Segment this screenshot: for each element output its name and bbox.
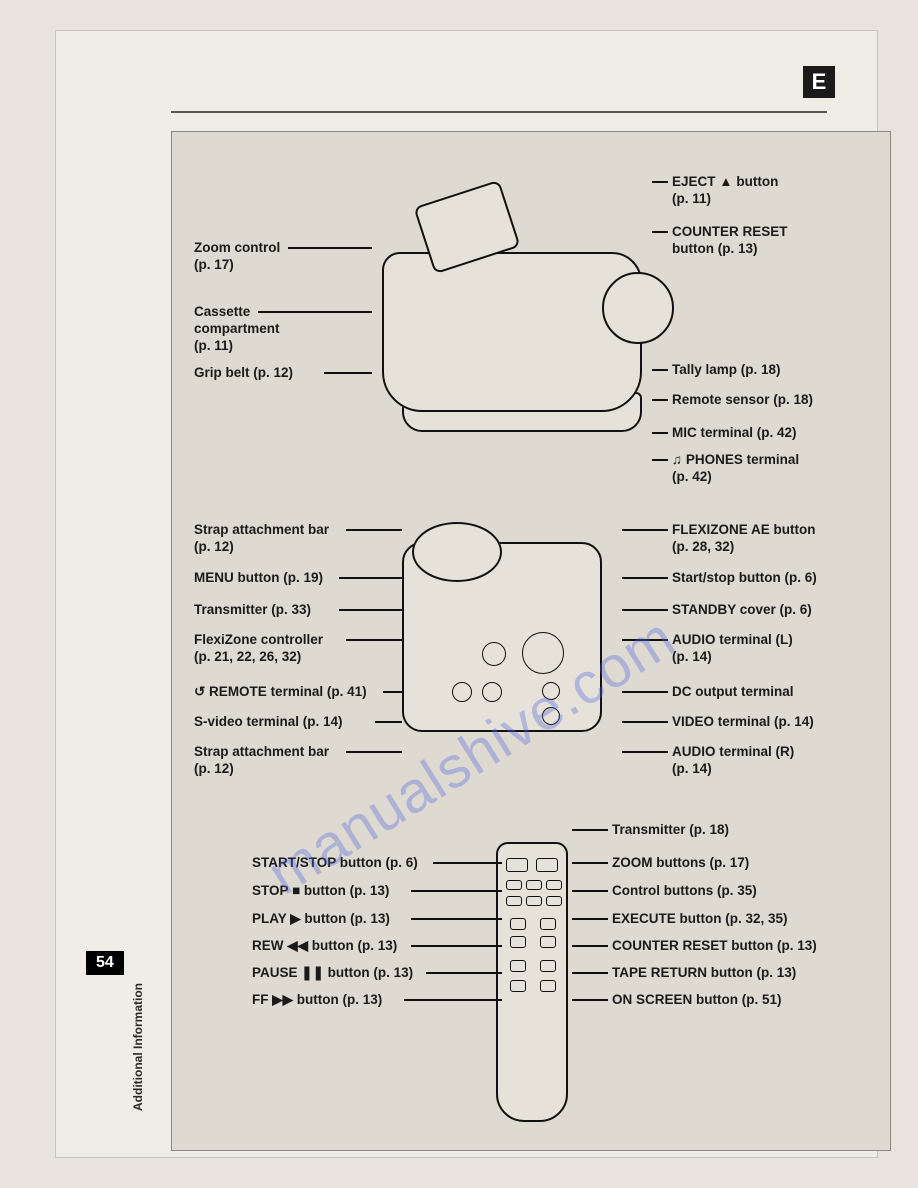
fig3-left-label: STOP ■ button (p. 13): [252, 883, 389, 900]
leader-line: [288, 247, 372, 249]
leader-line: [346, 751, 402, 753]
fig2-right-label: FLEXIZONE AE button (p. 28, 32): [672, 522, 815, 556]
fig3-right-label: COUNTER RESET button (p. 13): [612, 938, 817, 955]
fig2-left-label: S-video terminal (p. 14): [194, 714, 343, 731]
fig3-left-label: START/STOP button (p. 6): [252, 855, 418, 872]
leader-line: [652, 459, 668, 461]
leader-line: [572, 862, 608, 864]
remote-diagram: [488, 832, 576, 1132]
leader-line: [652, 432, 668, 434]
top-rule: [171, 111, 827, 113]
leader-line: [622, 529, 668, 531]
fig1-left-label: Grip belt (p. 12): [194, 365, 293, 382]
manual-page: E: [55, 30, 878, 1158]
fig3-right-label: ON SCREEN button (p. 51): [612, 992, 782, 1009]
leader-line: [622, 691, 668, 693]
leader-line: [622, 639, 668, 641]
leader-line: [572, 972, 608, 974]
leader-line: [572, 918, 608, 920]
fig3-right-label: ZOOM buttons (p. 17): [612, 855, 749, 872]
fig1-right-label: MIC terminal (p. 42): [672, 425, 797, 442]
fig1-right-label: COUNTER RESET button (p. 13): [672, 224, 788, 258]
fig1-right-label: Tally lamp (p. 18): [672, 362, 781, 379]
fig3-left-label: PLAY ▶ button (p. 13): [252, 911, 390, 928]
leader-line: [258, 311, 372, 313]
leader-line: [411, 918, 502, 920]
leader-line: [652, 231, 668, 233]
fig2-left-label: FlexiZone controller (p. 21, 22, 26, 32): [194, 632, 323, 666]
leader-line: [572, 945, 608, 947]
leader-line: [404, 999, 502, 1001]
leader-line: [426, 972, 502, 974]
leader-line: [652, 181, 668, 183]
camcorder-side-diagram: [322, 172, 662, 452]
leader-line: [572, 999, 608, 1001]
fig2-left-label: ↺ REMOTE terminal (p. 41): [194, 684, 367, 701]
fig2-left-label: Strap attachment bar (p. 12): [194, 744, 329, 778]
fig2-right-label: STANDBY cover (p. 6): [672, 602, 812, 619]
fig1-right-label: Remote sensor (p. 18): [672, 392, 813, 409]
page-number: 54: [86, 951, 124, 975]
fig3-left-label: FF ▶▶ button (p. 13): [252, 992, 382, 1009]
leader-line: [622, 721, 668, 723]
leader-line: [572, 829, 608, 831]
fig2-right-label: VIDEO terminal (p. 14): [672, 714, 814, 731]
fig2-left-label: MENU button (p. 19): [194, 570, 323, 587]
leader-line: [652, 399, 668, 401]
section-label: Additional Information: [131, 983, 145, 1111]
fig1-left-label: Zoom control (p. 17): [194, 240, 280, 274]
leader-line: [339, 609, 402, 611]
fig2-left-label: Strap attachment bar (p. 12): [194, 522, 329, 556]
fig2-right-label: AUDIO terminal (R) (p. 14): [672, 744, 794, 778]
leader-line: [375, 721, 402, 723]
leader-line: [411, 945, 502, 947]
leader-line: [572, 890, 608, 892]
leader-line: [324, 372, 372, 374]
fig2-right-label: Start/stop button (p. 6): [672, 570, 817, 587]
fig3-left-label: REW ◀◀ button (p. 13): [252, 938, 397, 955]
fig1-right-label: EJECT ▲ button (p. 11): [672, 174, 778, 208]
fig2-left-label: Transmitter (p. 33): [194, 602, 311, 619]
leader-line: [622, 577, 668, 579]
leader-line: [383, 691, 403, 693]
fig3-right-label: Transmitter (p. 18): [612, 822, 729, 839]
fig1-right-label: ♫ PHONES terminal (p. 42): [672, 452, 799, 486]
fig3-right-label: Control buttons (p. 35): [612, 883, 757, 900]
fig2-right-label: AUDIO terminal (L) (p. 14): [672, 632, 793, 666]
leader-line: [346, 529, 402, 531]
leader-line: [652, 369, 668, 371]
leader-line: [622, 609, 668, 611]
leader-line: [433, 862, 502, 864]
leader-line: [411, 890, 502, 892]
diagram-panel: Zoom control (p. 17)Cassette compartment…: [171, 131, 891, 1151]
leader-line: [622, 751, 668, 753]
leader-line: [346, 639, 402, 641]
language-marker: E: [803, 66, 835, 98]
fig2-right-label: DC output terminal: [672, 684, 794, 701]
leader-line: [339, 577, 402, 579]
fig3-right-label: EXECUTE button (p. 32, 35): [612, 911, 788, 928]
camcorder-rear-diagram: [382, 512, 622, 762]
fig3-right-label: TAPE RETURN button (p. 13): [612, 965, 796, 982]
fig3-left-label: PAUSE ❚❚ button (p. 13): [252, 965, 413, 982]
